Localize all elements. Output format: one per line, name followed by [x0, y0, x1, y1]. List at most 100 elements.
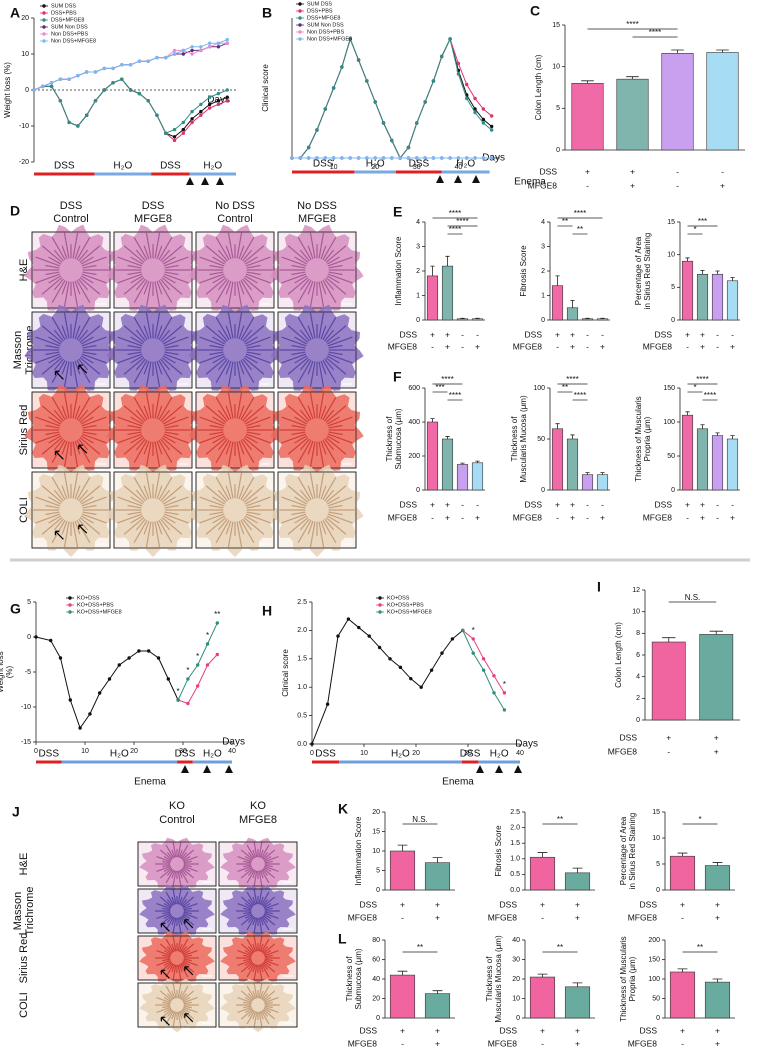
condition-value: - — [586, 512, 589, 522]
y-axis-label: Submucosa (μm) — [354, 948, 363, 1009]
bar — [711, 435, 724, 491]
tissue-folds — [236, 889, 280, 933]
legend-label: SUM Non DSS — [51, 24, 88, 30]
series-point — [199, 45, 203, 49]
column-label: KO — [250, 800, 266, 812]
arrow — [78, 444, 88, 454]
series-point — [471, 651, 475, 655]
y-tick-label: 2.0 — [297, 627, 307, 634]
bar — [696, 428, 709, 491]
x-tick-label: 20 — [412, 750, 420, 757]
y-tick-label: 2.5 — [510, 809, 520, 816]
condition-value: + — [540, 899, 545, 909]
bar — [456, 464, 469, 491]
condition-value: + — [570, 329, 575, 339]
y-axis-label: Fibrosis Score — [519, 245, 528, 297]
condition-value: + — [700, 341, 705, 351]
series-point — [440, 156, 444, 160]
series-point — [440, 54, 444, 59]
series-point — [481, 156, 486, 160]
significance-label: * — [196, 652, 199, 661]
y-tick-label: 2 — [541, 268, 545, 275]
series-point — [489, 114, 494, 118]
significance-label: ** — [417, 943, 423, 952]
series-point — [456, 156, 461, 160]
y-tick-label: 0 — [376, 1015, 380, 1022]
condition-value: + — [685, 499, 690, 509]
condition-value: + — [680, 1025, 685, 1035]
micrograph-border — [31, 231, 111, 309]
legend-label: DSS+MFGE8 — [51, 17, 84, 23]
condition-name: MFGE8 — [388, 512, 418, 522]
y-tick-label: 0 — [376, 887, 380, 894]
enema-marker — [472, 175, 480, 183]
error-bar — [677, 852, 688, 857]
timeline-label: DSS — [460, 749, 481, 760]
series-point — [166, 677, 170, 681]
bar — [456, 318, 469, 321]
series-point — [181, 48, 186, 53]
series-point — [225, 37, 229, 42]
tissue-folds — [279, 312, 355, 388]
series-point — [225, 41, 229, 45]
series-point — [181, 120, 186, 125]
series-point — [225, 88, 229, 92]
x-tick-label: 10 — [360, 750, 368, 757]
micrograph-border — [218, 982, 298, 1028]
timeline-segment — [354, 170, 396, 174]
micrograph-border — [195, 311, 275, 389]
series-point — [331, 86, 336, 90]
panel-letter: H — [262, 603, 272, 619]
panel-letter: K — [338, 801, 348, 817]
bar — [711, 273, 724, 321]
series-point — [67, 77, 71, 81]
error-bar — [445, 436, 450, 439]
bar — [581, 318, 594, 321]
y-axis-label: Clinical score — [281, 649, 290, 697]
condition-name: DSS — [655, 329, 673, 339]
column-label: No DSS — [297, 200, 337, 212]
timeline-label: H₂O — [391, 749, 410, 760]
micrograph-border — [113, 231, 193, 309]
series-point — [41, 84, 45, 89]
series-point — [68, 698, 73, 702]
significance-label: ** — [562, 217, 568, 226]
timeline-segment — [292, 170, 355, 174]
series-point — [489, 124, 494, 129]
enema-marker — [225, 765, 233, 773]
legend-label: KO+DSS+MFGE8 — [77, 609, 122, 615]
tissue-outer — [270, 384, 364, 478]
significance-label: N.S. — [685, 593, 701, 602]
timeline-segment — [94, 172, 152, 176]
bar — [704, 865, 731, 891]
tissue-outer — [220, 837, 296, 892]
condition-name: MFGE8 — [643, 341, 673, 351]
y-tick-label: 0.0 — [297, 741, 307, 748]
row-label: COLI — [18, 992, 30, 1018]
condition-value: + — [600, 512, 605, 522]
series-point — [502, 708, 507, 712]
condition-value: + — [435, 1025, 440, 1035]
condition-name: DSS — [400, 499, 418, 509]
y-axis-label: Inflammation Score — [354, 816, 363, 885]
bar — [551, 285, 564, 321]
enema-marker — [203, 765, 211, 773]
condition-value: + — [570, 341, 575, 351]
significance-label: ** — [557, 815, 563, 824]
significance-label: ** — [214, 610, 220, 619]
y-tick-label: 0 — [671, 487, 675, 494]
column-label: DSS — [142, 200, 165, 212]
condition-name: DSS — [655, 499, 673, 509]
series-point — [216, 41, 221, 45]
series-point — [423, 156, 427, 160]
series-point — [76, 73, 80, 78]
tissue-folds — [197, 472, 273, 548]
y-tick-label: 20 — [21, 15, 29, 22]
series-point — [473, 156, 477, 160]
condition-value: + — [430, 499, 435, 509]
y-tick-label: 10 — [552, 64, 560, 71]
tissue-outer — [188, 464, 282, 558]
y-tick-label: 0 — [671, 317, 675, 324]
series-point — [117, 663, 122, 667]
series-point — [406, 145, 411, 150]
